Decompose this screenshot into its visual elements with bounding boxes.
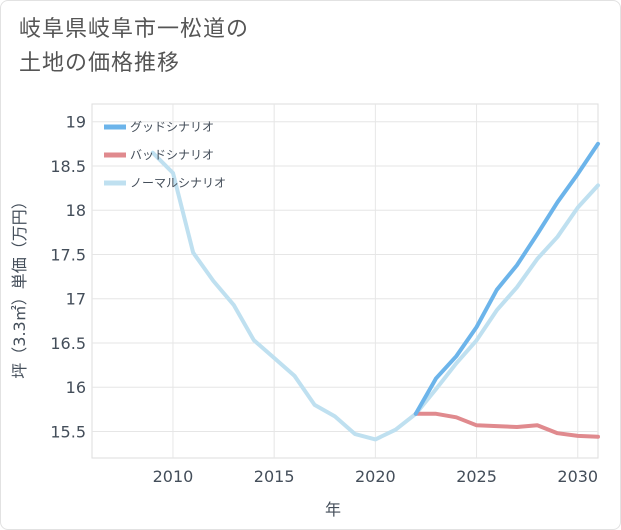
y-tick-label: 15.5 [50, 422, 86, 441]
legend-label-bad[interactable]: バッドシナリオ [130, 148, 214, 162]
x-tick-label: 2010 [153, 467, 194, 486]
chart-title: 岐阜県岐阜市一松道の 土地の価格推移 [19, 17, 250, 76]
x-tick-label: 2025 [456, 467, 497, 486]
y-tick-label: 18.5 [50, 157, 86, 176]
y-tick-label: 18 [66, 201, 86, 220]
x-tick-label: 2015 [254, 467, 295, 486]
y-tick-label: 16 [66, 378, 86, 397]
y-tick-label: 16.5 [50, 334, 86, 353]
y-axis-label: 坪（3.3㎡）単価（万円） [10, 193, 29, 378]
legend-label-good[interactable]: グッドシナリオ [130, 120, 214, 134]
x-tick-label: 2020 [355, 467, 396, 486]
y-tick-label: 17 [66, 290, 86, 309]
legend-label-normal[interactable]: ノーマルシナリオ [130, 176, 226, 190]
x-tick-label: 2030 [557, 467, 598, 486]
series-line-bad [413, 411, 600, 439]
series-line-good [413, 141, 600, 416]
y-tick-label: 19 [66, 113, 86, 132]
x-axis-label: 年 [325, 500, 341, 519]
y-tick-label: 17.5 [50, 245, 86, 264]
plot-area [91, 103, 599, 459]
series-line-normal [150, 150, 600, 442]
